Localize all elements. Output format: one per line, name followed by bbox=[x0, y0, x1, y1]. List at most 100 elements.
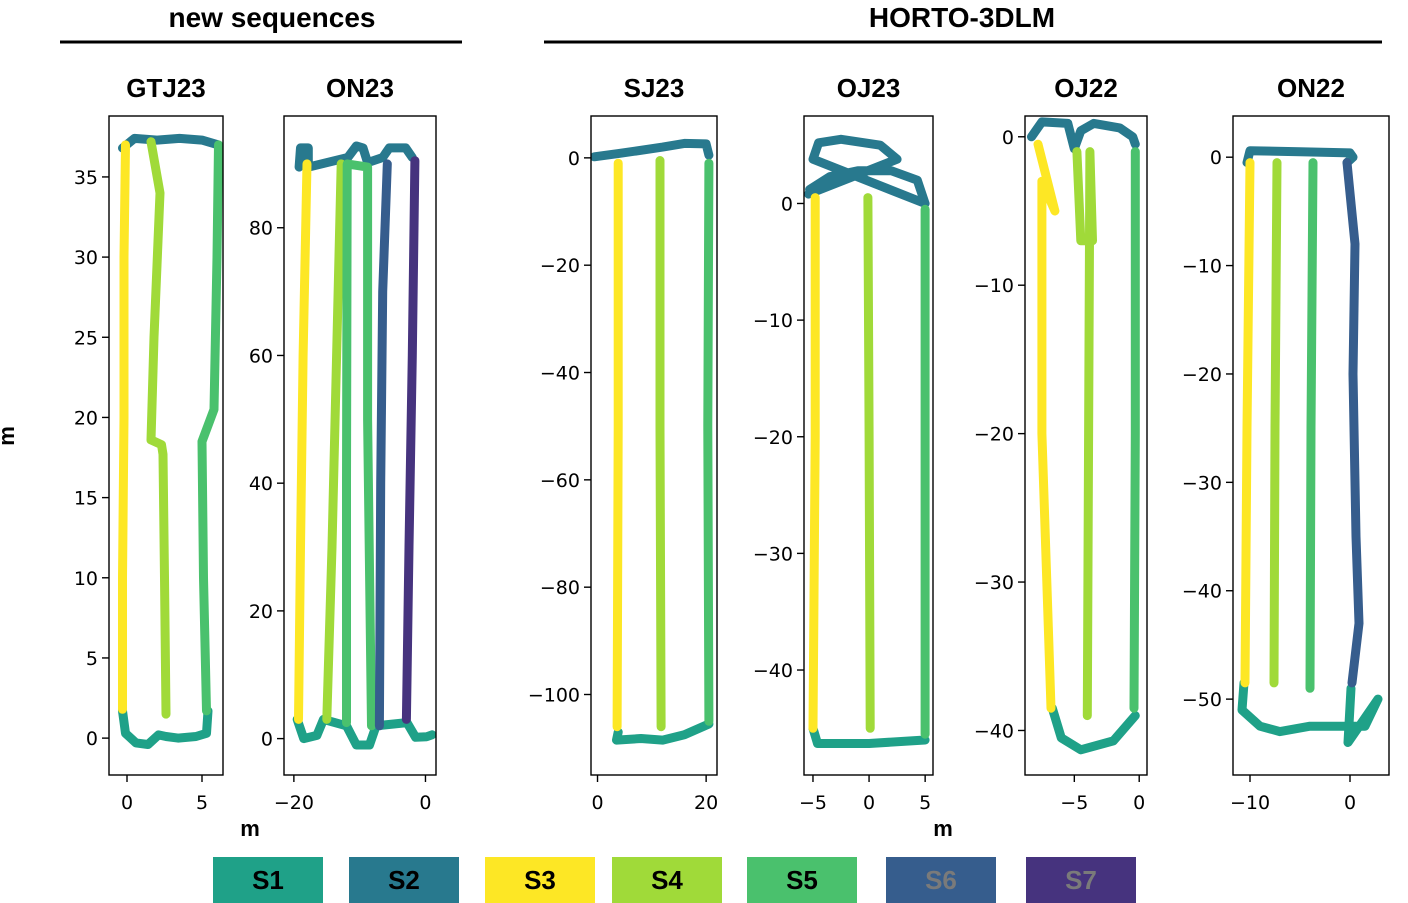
trajectory-oj23-s2 bbox=[804, 134, 930, 208]
ytick-label-oj23--10: −10 bbox=[753, 310, 793, 332]
trajectory-gtj23-s3 bbox=[118, 140, 130, 714]
trajectory-oj22-s1 bbox=[1047, 703, 1140, 755]
ytick-label-on22--40: −40 bbox=[1182, 581, 1222, 603]
panel-on22: ON22 −50 −40 −30 −20 −10 0 −10 0 bbox=[1182, 73, 1390, 814]
ytick-label-on22--50: −50 bbox=[1182, 689, 1222, 711]
trajectory-gtj23-s4 bbox=[146, 137, 171, 719]
panel-frame-on22 bbox=[1232, 115, 1390, 776]
ytick-label-gtj23-30: 30 bbox=[74, 247, 98, 269]
ytick-label-on22--20: −20 bbox=[1182, 364, 1222, 386]
xtick-label-sj23-0: 0 bbox=[591, 792, 603, 814]
header-horto-3dlm: HORTO-3DLM bbox=[869, 2, 1055, 33]
trajectory-on23-s2 bbox=[294, 141, 417, 172]
ytick-label-gtj23-20: 20 bbox=[74, 407, 98, 429]
ytick-label-sj23--80: −80 bbox=[540, 577, 580, 599]
trajectory-on22-s6 bbox=[1342, 158, 1364, 688]
xtick-label-oj23-5: 5 bbox=[919, 792, 931, 814]
trajectory-gtj23-s2 bbox=[118, 133, 223, 153]
ytick-label-oj23--30: −30 bbox=[753, 543, 793, 565]
xtick-label-on23--20: −20 bbox=[274, 792, 314, 814]
ytick-label-on23-60: 60 bbox=[249, 345, 273, 367]
trajectory-on23-s5 bbox=[342, 159, 376, 731]
shared-xlabel-left: m bbox=[240, 816, 260, 841]
xtick-label-gtj23-5: 5 bbox=[196, 792, 208, 814]
panel-oj22: OJ22 −40 −30 −20 −10 0 −5 0 bbox=[974, 73, 1148, 814]
ytick-label-gtj23-35: 35 bbox=[74, 167, 98, 189]
trajectory-gtj23-s1 bbox=[118, 706, 213, 749]
ytick-label-sj23--20: −20 bbox=[540, 255, 580, 277]
ytick-label-on23-0: 0 bbox=[261, 729, 273, 751]
trajectory-on22-s5 bbox=[1305, 158, 1318, 693]
legend-s1-label: S1 bbox=[252, 864, 284, 895]
xtick-label-on23-0: 0 bbox=[419, 792, 431, 814]
ytick-label-oj22-0: 0 bbox=[1002, 127, 1014, 149]
legend-s6-label: S6 bbox=[925, 864, 957, 895]
trajectory-oj22-s2 bbox=[1027, 117, 1140, 154]
xtick-label-gtj23-0: 0 bbox=[121, 792, 133, 814]
panel-frame-on23 bbox=[283, 115, 437, 776]
ytick-label-oj22--10: −10 bbox=[974, 275, 1014, 297]
legend-s6: S6 bbox=[886, 857, 996, 903]
ytick-label-on22--10: −10 bbox=[1182, 256, 1222, 278]
legend-s3: S3 bbox=[485, 857, 595, 903]
panel-frame-sj23 bbox=[590, 115, 718, 776]
ytick-label-oj22--30: −30 bbox=[974, 572, 1014, 594]
trajectory-gtj23-s5 bbox=[197, 140, 223, 716]
ytick-label-on22--30: −30 bbox=[1182, 472, 1222, 494]
xtick-label-oj22--5: −5 bbox=[1060, 792, 1088, 814]
legend-s2: S2 bbox=[349, 857, 459, 903]
trajectory-on23-s4 bbox=[322, 159, 346, 724]
ytick-label-sj23--40: −40 bbox=[540, 363, 580, 385]
panel-title-oj22: OJ22 bbox=[1054, 73, 1118, 103]
ytick-label-sj23--100: −100 bbox=[528, 685, 580, 707]
ytick-label-gtj23-15: 15 bbox=[74, 488, 98, 510]
trajectory-oj22-s5 bbox=[1129, 147, 1140, 713]
trajectory-on22-s2 bbox=[1242, 146, 1358, 168]
trajectory-on22-s4 bbox=[1269, 158, 1282, 688]
trajectory-oj23-s3 bbox=[808, 193, 820, 733]
header-new-sequences: new sequences bbox=[169, 2, 376, 33]
panel-title-on23: ON23 bbox=[326, 73, 394, 103]
xtick-label-on22--10: −10 bbox=[1230, 792, 1270, 814]
trajectory-oj23-s1 bbox=[808, 723, 930, 748]
trajectory-on23-s3 bbox=[294, 159, 312, 724]
panel-frame-oj22 bbox=[1024, 115, 1148, 776]
trajectory-sj23-s1 bbox=[612, 719, 714, 745]
xtick-label-oj22-0: 0 bbox=[1133, 792, 1145, 814]
ytick-label-oj22--40: −40 bbox=[974, 720, 1014, 742]
panel-title-on22: ON22 bbox=[1277, 73, 1345, 103]
legend-s7-label: S7 bbox=[1065, 864, 1097, 895]
trajectory-oj22-s4 bbox=[1072, 147, 1097, 721]
trajectory-on22-s1 bbox=[1237, 678, 1383, 747]
trajectory-oj22-s3 bbox=[1033, 139, 1060, 713]
trajectory-on23-s7 bbox=[401, 156, 420, 724]
trajectory-sj23-s3 bbox=[612, 158, 623, 732]
panel-title-gtj23: GTJ23 bbox=[126, 73, 206, 103]
ytick-label-gtj23-5: 5 bbox=[86, 648, 98, 670]
legend-s5-label: S5 bbox=[786, 864, 818, 895]
legend-s1: S1 bbox=[213, 857, 323, 903]
ytick-label-on23-20: 20 bbox=[249, 601, 273, 623]
ytick-label-oj23-0: 0 bbox=[781, 193, 793, 215]
ytick-label-oj23--40: −40 bbox=[753, 660, 793, 682]
ytick-label-on23-40: 40 bbox=[249, 473, 273, 495]
panel-frame-gtj23 bbox=[108, 115, 224, 776]
legend-s4-label: S4 bbox=[651, 864, 683, 895]
legend-s5: S5 bbox=[747, 857, 857, 903]
ytick-label-on23-80: 80 bbox=[249, 218, 273, 240]
xtick-label-oj23-0: 0 bbox=[863, 792, 875, 814]
ytick-label-gtj23-25: 25 bbox=[74, 327, 98, 349]
ytick-label-oj22--20: −20 bbox=[974, 424, 1014, 446]
xtick-label-oj23--5: −5 bbox=[799, 792, 827, 814]
trajectory-sj23-s2 bbox=[591, 138, 714, 162]
trajectory-on23-s1 bbox=[292, 714, 436, 750]
trajectory-sj23-s4 bbox=[655, 156, 666, 732]
legend-s7: S7 bbox=[1026, 857, 1136, 903]
ytick-label-gtj23-0: 0 bbox=[86, 728, 98, 750]
ytick-label-oj23--20: −20 bbox=[753, 427, 793, 449]
xtick-label-sj23-20: 20 bbox=[694, 792, 718, 814]
panel-oj23: OJ23 −40 −30 −20 −10 0 −5 0 5 bbox=[753, 73, 934, 814]
legend-s3-label: S3 bbox=[524, 864, 556, 895]
xtick-label-on22-0: 0 bbox=[1344, 792, 1356, 814]
